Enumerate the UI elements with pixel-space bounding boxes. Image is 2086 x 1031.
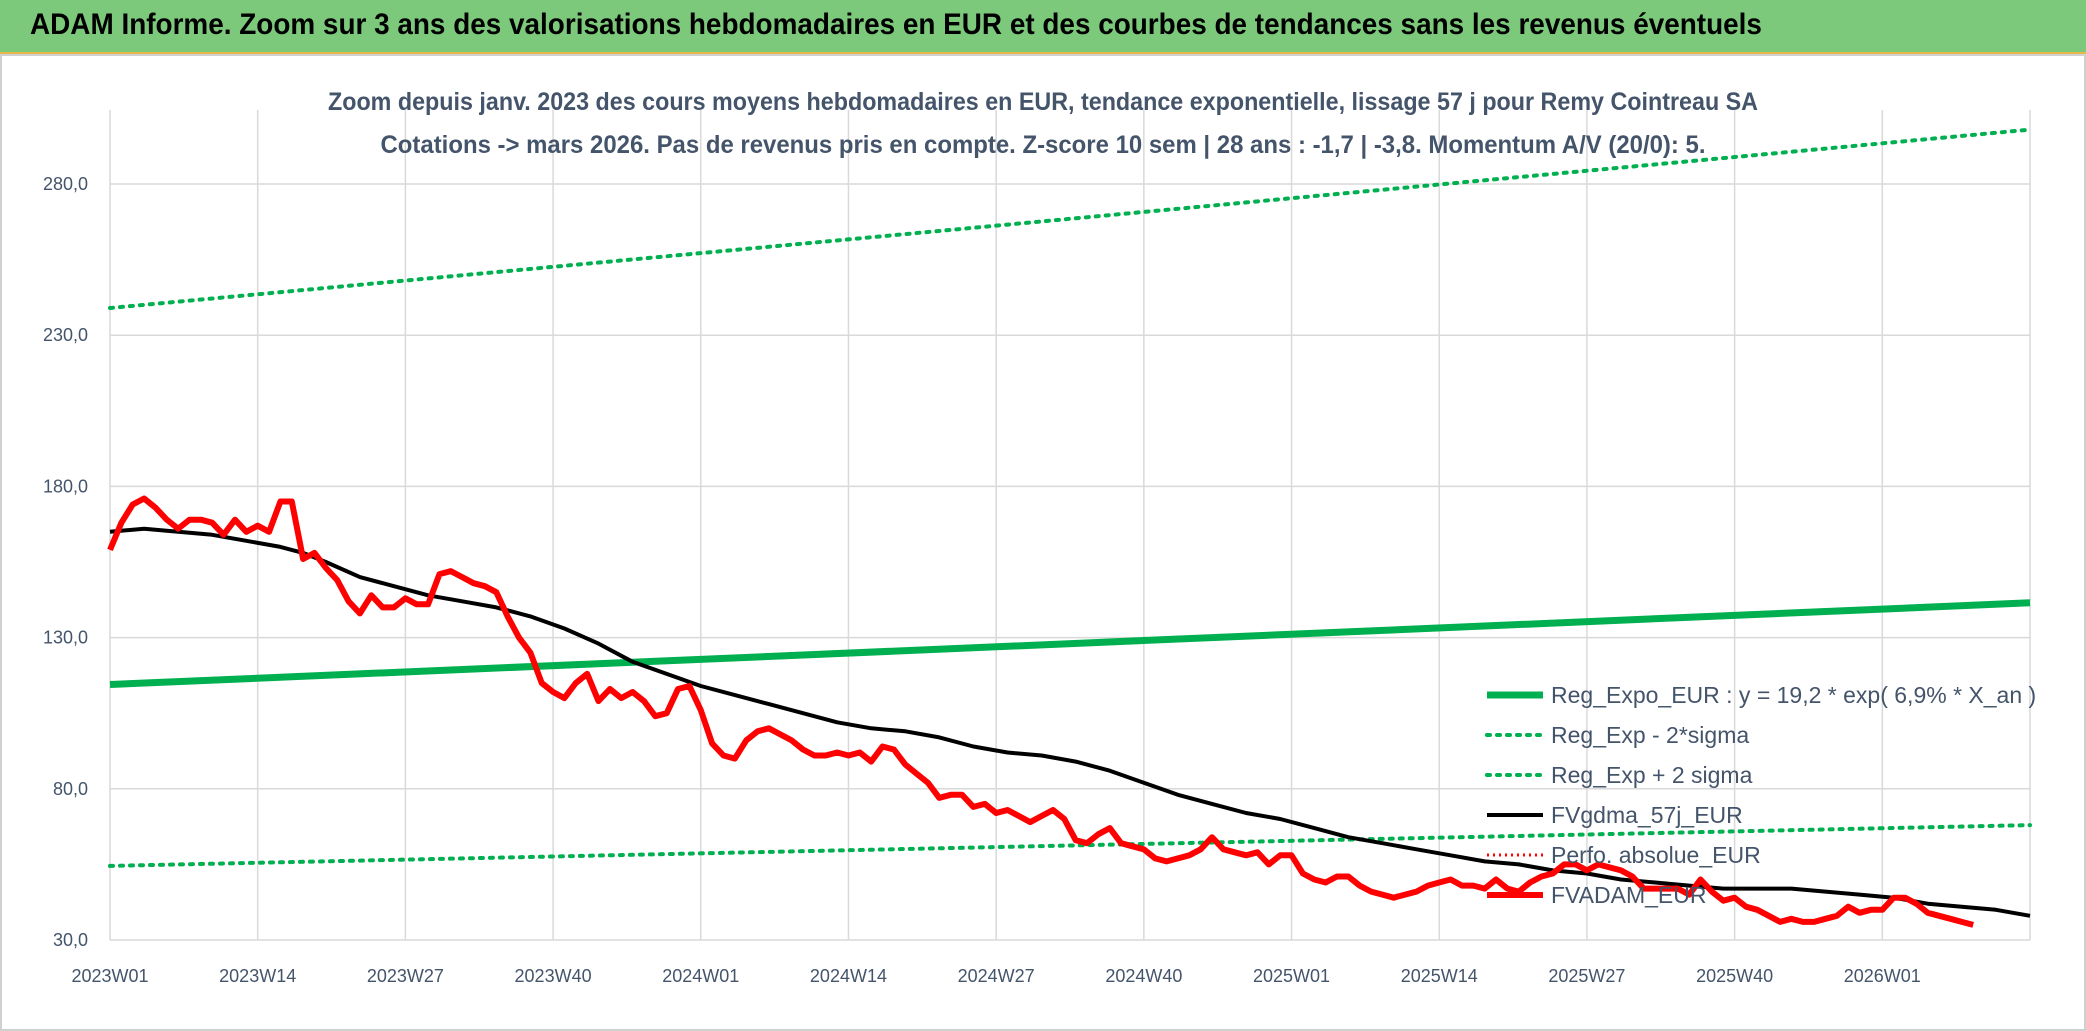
x-tick-label: 2024W14 xyxy=(810,966,887,986)
report-banner: ADAM Informe. Zoom sur 3 ans des valoris… xyxy=(0,0,2086,54)
series-line-5 xyxy=(107,495,1974,928)
x-tick-label: 2023W40 xyxy=(515,966,592,986)
series-line-2 xyxy=(108,127,2032,310)
y-tick-label: 230,0 xyxy=(43,325,88,345)
y-tick-label: 30,0 xyxy=(53,930,88,950)
chart-legend: Reg_Expo_EUR : y = 19,2 * exp( 6,9% * X_… xyxy=(1485,682,2036,908)
series-layer xyxy=(107,127,2032,928)
x-tick-label: 2023W01 xyxy=(71,966,148,986)
x-tick-label: 2023W27 xyxy=(367,966,444,986)
y-tick-label: 130,0 xyxy=(43,628,88,648)
x-tick-label: 2024W40 xyxy=(1105,966,1182,986)
x-tick-label: 2023W14 xyxy=(219,966,296,986)
legend-label: FVgdma_57j_EUR xyxy=(1551,802,1743,828)
x-tick-label: 2025W14 xyxy=(1401,966,1478,986)
y-tick-label: 280,0 xyxy=(43,174,88,194)
series-line-0 xyxy=(109,599,2031,688)
y-tick-label: 80,0 xyxy=(53,779,88,799)
legend-label: Reg_Expo_EUR : y = 19,2 * exp( 6,9% * X_… xyxy=(1551,682,2036,708)
x-tick-label: 2024W01 xyxy=(662,966,739,986)
x-tick-label: 2025W40 xyxy=(1696,966,1773,986)
x-tick-label: 2024W27 xyxy=(958,966,1035,986)
legend-label: Perfo. absolue_EUR xyxy=(1551,842,1761,868)
x-tick-label: 2026W01 xyxy=(1844,966,1921,986)
chart-frame xyxy=(0,54,2086,1031)
series-line-1 xyxy=(108,823,2032,868)
chart-title: Zoom depuis janv. 2023 des cours moyens … xyxy=(328,88,1758,116)
y-tick-label: 180,0 xyxy=(43,476,88,496)
chart-subtitle: Cotations -> mars 2026. Pas de revenus p… xyxy=(381,131,1706,159)
report-title: ADAM Informe. Zoom sur 3 ans des valoris… xyxy=(30,8,1762,41)
legend-label: Reg_Exp + 2 sigma xyxy=(1551,762,1753,788)
legend-label: FVADAM_EUR xyxy=(1551,882,1707,908)
axis-layer: 30,0 80,0 130,0 180,0 230,0 280,0 2023W01 2023W… xyxy=(43,174,1921,986)
x-tick-label: 2025W01 xyxy=(1253,966,1330,986)
x-tick-label: 2025W27 xyxy=(1548,966,1625,986)
legend-label: Reg_Exp - 2*sigma xyxy=(1551,722,1749,748)
grid-layer xyxy=(109,110,2031,941)
